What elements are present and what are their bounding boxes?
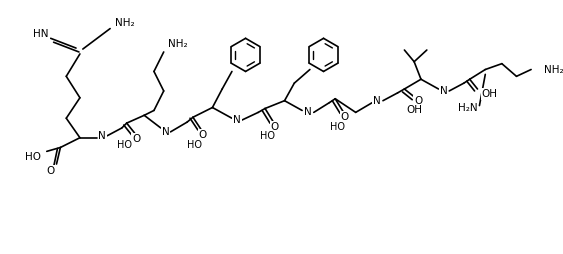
Text: O: O [132,134,141,144]
Text: OH: OH [406,105,422,115]
Text: HO: HO [187,139,202,150]
Text: N: N [99,131,106,141]
Text: N: N [233,115,240,125]
Text: HO: HO [330,122,345,132]
Text: NH₂: NH₂ [544,65,563,74]
Text: O: O [199,130,207,140]
Text: NH₂: NH₂ [115,18,135,28]
Text: O: O [341,112,349,122]
Text: HO: HO [117,139,132,150]
Text: O: O [414,96,422,106]
Text: HO: HO [25,152,41,162]
Text: N: N [440,86,447,96]
Text: HO: HO [260,131,275,141]
Text: OH: OH [481,89,497,99]
Text: H₂N: H₂N [458,103,477,114]
Text: NH₂: NH₂ [168,39,187,49]
Text: O: O [271,122,279,132]
Text: N: N [373,96,381,106]
Text: HN: HN [33,29,48,39]
Text: N: N [304,107,312,117]
Text: N: N [162,127,169,137]
Text: O: O [47,166,55,176]
